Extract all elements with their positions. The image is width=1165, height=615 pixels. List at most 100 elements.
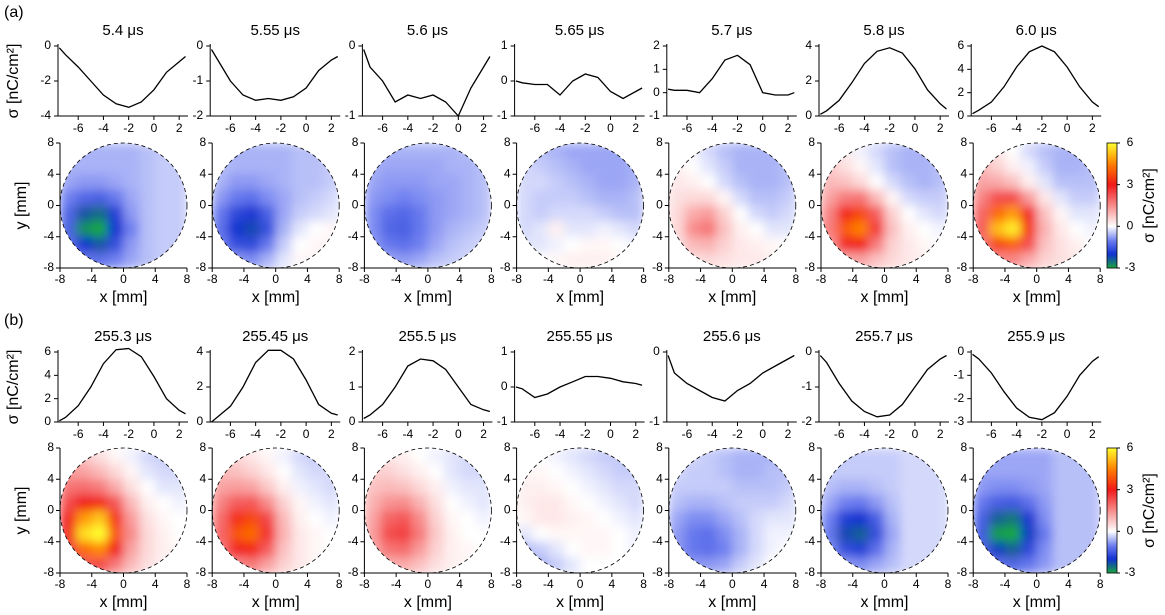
y-tick-label: 4 (656, 166, 663, 180)
y-tick-label: 2 (805, 73, 812, 87)
heatmap-cell (380, 237, 396, 253)
heatmap-cell (916, 252, 932, 268)
heatmap-cell (307, 159, 323, 175)
heatmap-cell (276, 221, 292, 237)
heatmap-cell (1037, 479, 1053, 495)
panel-label: (b) (4, 312, 24, 329)
plot-title: 5.6 μs (407, 22, 448, 39)
heatmap-cell (380, 495, 396, 511)
x-tick-label: 2 (937, 427, 944, 441)
heatmap-cell (532, 479, 548, 495)
plot-title: 255.9 μs (1007, 328, 1065, 345)
heatmap-cell (1005, 448, 1021, 464)
heatmap-cell (139, 479, 155, 495)
y-tick-label: 0 (961, 198, 968, 212)
heatmap-cell (596, 448, 612, 464)
heatmap-cell (124, 190, 140, 206)
heatmap-cell (1068, 252, 1084, 268)
heatmap-cell (228, 495, 244, 511)
x-tick-label: -6 (377, 121, 388, 135)
heatmap-cell (932, 206, 948, 222)
heatmap-cell (716, 557, 732, 573)
heatmap-cell (532, 542, 548, 558)
heatmap-cell (989, 190, 1005, 206)
heatmap-cell (476, 237, 492, 253)
heatmap-cell (669, 511, 685, 527)
y-tick-label: -4 (196, 229, 207, 243)
heatmap-cell (1037, 526, 1053, 542)
heatmap-cell (669, 479, 685, 495)
heatmap-cell (989, 542, 1005, 558)
heatmap-cell (916, 464, 932, 480)
y-tick-label: -8 (43, 565, 54, 579)
y-tick-label: -3 (954, 414, 965, 428)
y-tick-label: 1 (501, 38, 508, 52)
heatmap-cell (124, 143, 140, 159)
heatmap-cell (1053, 174, 1069, 190)
heatmap-cell (276, 206, 292, 222)
heatmap-cell (764, 495, 780, 511)
heatmap-cell (916, 221, 932, 237)
heatmap-cell (292, 206, 308, 222)
heatmap-cell (323, 206, 339, 222)
heatmap-cell (869, 495, 885, 511)
y-tick-label: 4 (656, 471, 663, 485)
heatmap-cell (989, 526, 1005, 542)
heatmap-cell (932, 511, 948, 527)
x-tick-label: -6 (682, 427, 693, 441)
profile-line (59, 48, 185, 108)
heatmap-cell (780, 495, 796, 511)
heatmap-cell (1068, 221, 1084, 237)
y-tick-label: 8 (808, 135, 815, 149)
x-tick-label: 4 (761, 272, 768, 286)
heatmap-cell (276, 511, 292, 527)
x-tick-label: 0 (759, 427, 766, 441)
x-tick-label: -4 (847, 577, 858, 591)
heatmap-cell (92, 237, 108, 253)
heatmap-cell (973, 479, 989, 495)
y-tick-label: 2 (653, 38, 660, 52)
y-tick-label: 4 (958, 62, 965, 76)
heatmap-cell (428, 464, 444, 480)
x-tick-label: -2 (732, 121, 743, 135)
heatmap-cell (764, 159, 780, 175)
heatmap-cell (60, 221, 76, 237)
y-tick-label: 0 (349, 414, 356, 428)
heatmap-cell (596, 542, 612, 558)
heatmap-cell (476, 542, 492, 558)
heatmap-cell (685, 221, 701, 237)
heatmap-cell (260, 495, 276, 511)
heatmap-cell (1005, 159, 1021, 175)
x-tick-label: -4 (543, 272, 554, 286)
heatmap-cell (139, 237, 155, 253)
y-tick-label: -4 (40, 108, 51, 122)
heatmap-cell (60, 479, 76, 495)
heatmap-cell (460, 206, 476, 222)
y-tick-label: 0 (200, 503, 207, 517)
y-tick-label: 1 (501, 344, 508, 358)
heatmap-cell (139, 143, 155, 159)
heatmap-cell (564, 206, 580, 222)
y-tick-label: 4 (504, 166, 511, 180)
x-axis-label: x [mm] (1013, 594, 1061, 611)
heatmap-cell (685, 526, 701, 542)
heatmap-cell (821, 252, 837, 268)
heatmap-cell (853, 221, 869, 237)
x-tick-label: -2 (428, 121, 439, 135)
heatmap-cell (292, 542, 308, 558)
heatmap-cell (885, 448, 901, 464)
x-tick-label: 4 (456, 272, 463, 286)
heatmap-cell (973, 252, 989, 268)
heatmap-cell (428, 143, 444, 159)
heatmap-cell (307, 464, 323, 480)
heatmap-cell (108, 464, 124, 480)
heatmap-cell (444, 557, 460, 573)
heatmap-cell (292, 464, 308, 480)
heatmap-cell (276, 542, 292, 558)
heatmap-cell (307, 511, 323, 527)
heatmap-cell (853, 190, 869, 206)
x-tick-label: -6 (986, 121, 997, 135)
heatmap-cell (171, 495, 187, 511)
y-tick-label: 4 (44, 368, 51, 382)
heatmap-cell (748, 511, 764, 527)
